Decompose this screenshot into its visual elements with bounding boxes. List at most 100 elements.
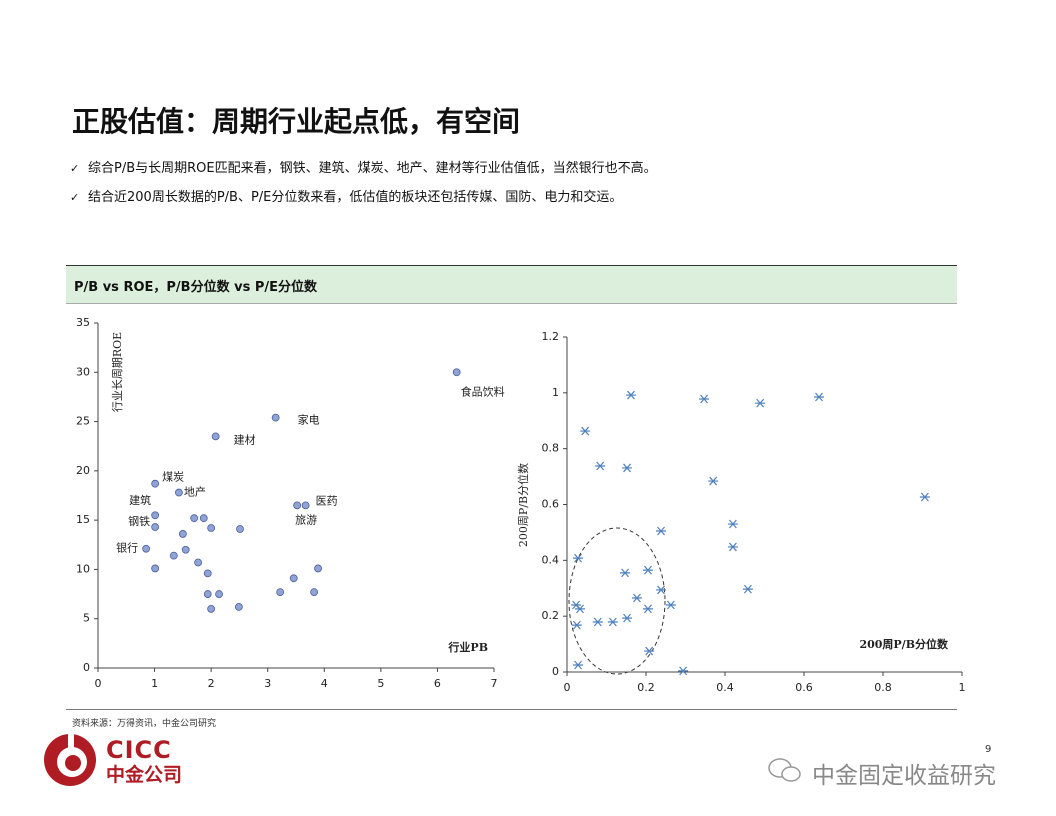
slide-title: 正股估值：周期行业起点低，有空间 xyxy=(72,105,521,138)
y-tick-label: 10 xyxy=(76,562,90,575)
point xyxy=(699,394,710,404)
x-tick-label: 1 xyxy=(151,677,158,690)
logo-text-cn: 中金公司 xyxy=(106,764,183,786)
x-tick-label: 3 xyxy=(264,677,271,690)
bullet-text: 结合近200周长数据的P/B、P/E分位数来看，低估值的板块还包括传媒、国防、电… xyxy=(88,190,623,205)
point xyxy=(622,613,633,623)
point xyxy=(607,617,618,627)
x-tick-label: 0.6 xyxy=(795,681,813,694)
point-label: 银行 xyxy=(116,541,138,555)
y-tick-label: 30 xyxy=(76,365,90,378)
x-tick-label: 7 xyxy=(491,677,498,690)
panel-title: P/B vs ROE，P/B分位数 vs P/E分位数 xyxy=(74,280,317,295)
point xyxy=(181,545,190,554)
x-tick-label: 0.2 xyxy=(637,681,655,694)
x-axis-label: 行业PB xyxy=(447,640,488,654)
point xyxy=(190,514,199,523)
point xyxy=(169,551,178,560)
point xyxy=(199,514,208,523)
point xyxy=(151,511,160,520)
x-tick-label: 0.8 xyxy=(874,681,892,694)
point-label: 建筑 xyxy=(129,493,151,507)
point xyxy=(755,398,766,408)
y-tick-label: 0.6 xyxy=(542,498,560,511)
y-tick-label: 25 xyxy=(76,415,90,428)
point xyxy=(622,463,633,473)
panel-header: P/B vs ROE，P/B分位数 vs P/E分位数 xyxy=(66,265,957,304)
x-tick-label: 1 xyxy=(959,681,966,694)
point xyxy=(644,646,655,656)
point xyxy=(194,558,203,567)
point xyxy=(571,620,582,630)
point xyxy=(174,488,183,497)
point xyxy=(656,526,667,536)
point xyxy=(289,574,298,583)
point xyxy=(293,501,302,510)
y-axis-label: 200周P/B分位数 xyxy=(516,463,530,547)
point xyxy=(203,569,212,578)
point xyxy=(310,588,319,596)
point xyxy=(211,432,220,441)
point xyxy=(573,553,584,563)
point-label: 地产 xyxy=(184,485,206,499)
point xyxy=(625,390,636,400)
point xyxy=(142,544,150,553)
point xyxy=(919,492,930,502)
y-tick-label: 0.4 xyxy=(542,553,560,566)
point xyxy=(151,564,160,573)
point xyxy=(151,523,160,531)
point xyxy=(727,542,738,552)
point xyxy=(276,588,285,596)
bullet-text: 综合P/B与长周期ROE匹配来看，钢铁、建筑、煤炭、地产、建材等行业估值低，当然… xyxy=(88,161,657,176)
point xyxy=(151,479,160,488)
point xyxy=(314,564,322,573)
point xyxy=(631,593,642,603)
point xyxy=(207,524,216,532)
point xyxy=(642,604,653,614)
x-tick-label: 0.4 xyxy=(716,681,734,694)
y-tick-label: 0.8 xyxy=(542,442,560,455)
point xyxy=(234,602,243,611)
point xyxy=(573,660,584,670)
point-label: 钢铁 xyxy=(128,515,150,528)
watermark: 中金固定收益研究 xyxy=(812,763,996,789)
x-tick-label: 0 xyxy=(564,681,571,694)
logo-mark xyxy=(44,734,96,786)
point xyxy=(678,666,689,676)
point xyxy=(301,501,310,510)
y-axis-label: 行业长周期ROE xyxy=(111,332,124,412)
point xyxy=(236,525,244,533)
point xyxy=(665,600,676,610)
point xyxy=(178,530,187,538)
point xyxy=(271,413,280,422)
x-tick-label: 0 xyxy=(95,677,102,690)
y-tick-label: 20 xyxy=(76,464,90,477)
point xyxy=(814,392,825,402)
page-number: 9 xyxy=(985,744,992,755)
point xyxy=(708,476,719,486)
footer-rule xyxy=(66,709,957,710)
y-tick-label: 5 xyxy=(83,612,90,625)
point-label: 煤炭 xyxy=(162,471,184,484)
point xyxy=(595,461,606,471)
point-label: 建材 xyxy=(234,432,256,446)
y-tick-label: 35 xyxy=(76,316,90,329)
wechat-icon xyxy=(768,758,801,782)
point xyxy=(727,519,738,529)
point xyxy=(580,426,591,436)
y-tick-label: 0 xyxy=(83,661,90,674)
y-tick-label: 15 xyxy=(76,513,90,526)
point xyxy=(452,368,461,377)
y-tick-label: 1 xyxy=(552,386,559,399)
bullet: ✓ 结合近200周长数据的P/B、P/E分位数来看，低估值的板块还包括传媒、国防、… xyxy=(70,190,623,205)
point-label: 食品饮料 xyxy=(461,384,505,398)
y-tick-label: 0.2 xyxy=(542,609,560,622)
point xyxy=(215,590,223,598)
bullet: ✓ 综合P/B与长周期ROE匹配来看，钢铁、建筑、煤炭、地产、建材等行业估值低，当… xyxy=(70,161,657,176)
logo-text: CICC xyxy=(106,736,172,764)
point xyxy=(207,604,216,613)
x-axis-label: 200周P/B分位数 xyxy=(859,637,949,651)
point-label: 医药 xyxy=(316,494,338,507)
point xyxy=(203,590,212,598)
